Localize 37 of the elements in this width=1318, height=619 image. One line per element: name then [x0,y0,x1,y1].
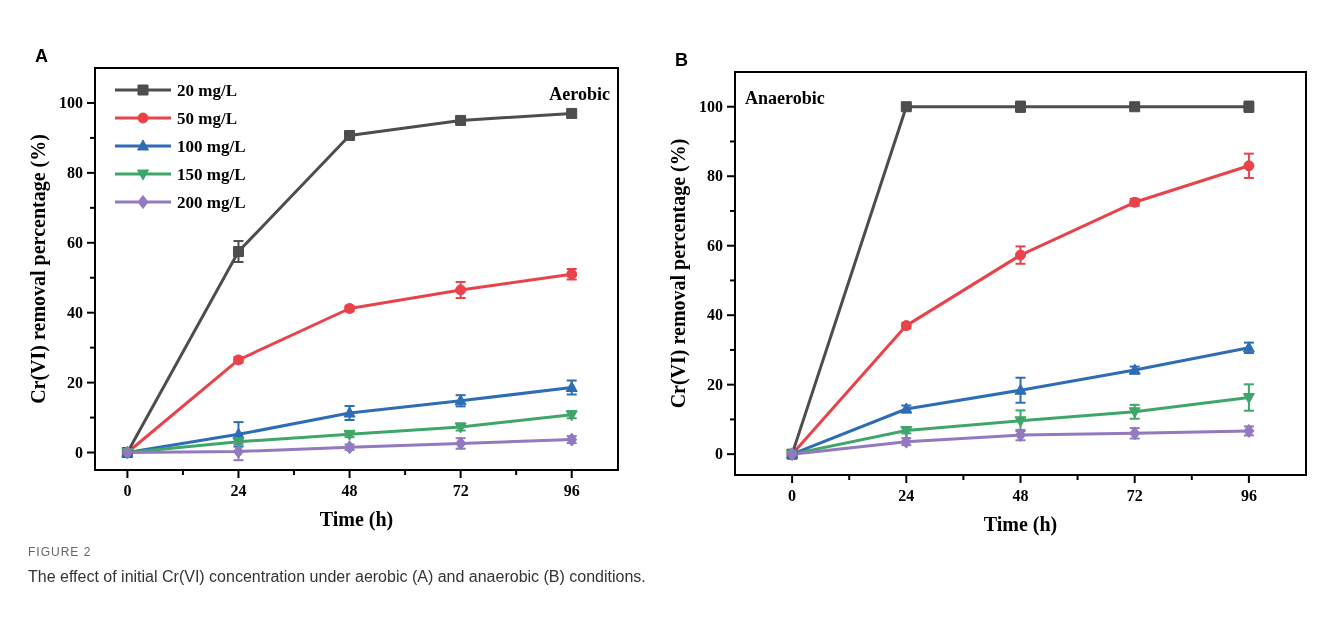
x-tick-label: 72 [452,482,469,499]
y-tick-label: 100 [59,93,83,111]
y-tick-label: 0 [75,443,83,461]
x-tick-label: 0 [123,482,132,499]
caption: FIGURE 2 [28,545,92,559]
x-axis-title: Time (h) [983,513,1058,536]
x-tick-label: 48 [341,482,358,499]
legend-label: 100 mg/L [177,137,246,156]
y-tick-label: 40 [707,306,723,324]
annotation: Aerobic [549,84,611,104]
y-tick-label: 40 [67,303,83,321]
x-tick-label: 96 [563,482,580,499]
x-axis-title: Time (h) [319,508,394,531]
x-tick-label: 96 [1240,487,1257,504]
x-tick-label: 24 [898,487,915,504]
text: The effect of initial Cr(VI) concentration under aerobic (A) and anaerobic (B) conditions. [28,568,646,585]
legend-label: 150 mg/L [177,165,246,184]
annotation: Anaerobic [745,88,825,108]
chart-title: B [675,50,688,70]
y-tick-label: 80 [707,167,723,185]
y-tick-label: 100 [699,97,723,115]
x-tick-label: 72 [1126,487,1143,504]
legend-label: 50 mg/L [177,109,237,128]
y-axis-title: Cr(VI) removal percentage (%) [667,138,690,409]
y-axis-title: Cr(VI) removal percentage (%) [27,134,50,404]
y-tick-label: 60 [67,233,83,251]
x-tick-label: 0 [788,487,797,504]
x-tick-label: 24 [230,482,247,499]
x-tick-label: 48 [1012,487,1029,504]
y-tick-label: 80 [67,163,83,181]
legend-label: 200 mg/L [177,193,246,212]
y-tick-label: 20 [67,373,83,391]
y-tick-label: 0 [715,445,723,463]
legend-label: 20 mg/L [177,81,237,100]
chart-title: A [35,46,48,66]
y-tick-label: 20 [707,375,723,393]
y-tick-label: 60 [707,236,723,254]
